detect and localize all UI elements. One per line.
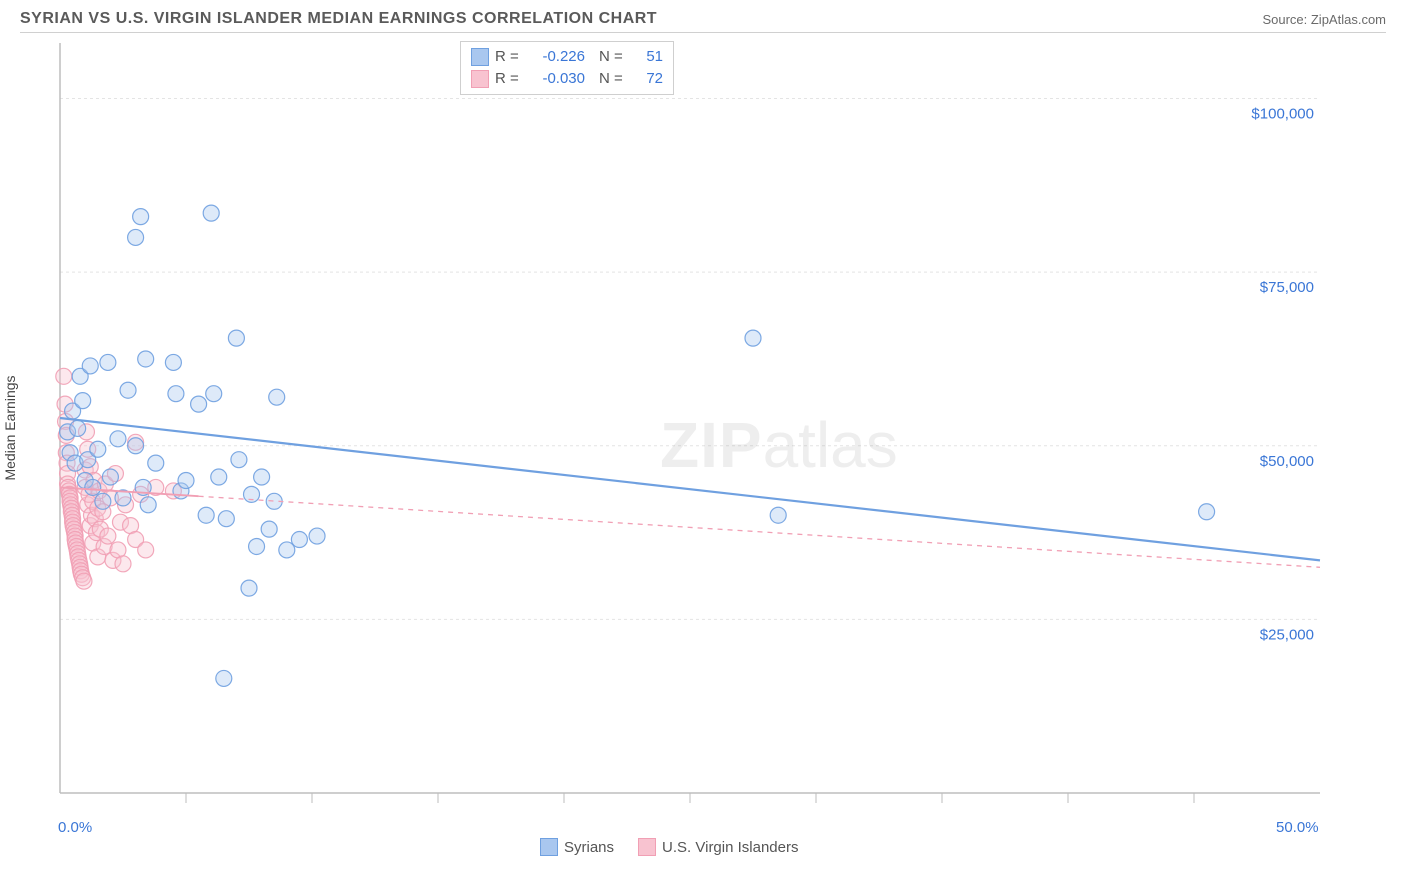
chart-header: SYRIAN VS U.S. VIRGIN ISLANDER MEDIAN EA… — [0, 0, 1406, 32]
legend-n-value: 51 — [637, 46, 663, 68]
legend-r-label: R = — [495, 68, 523, 90]
legend-item: U.S. Virgin Islanders — [638, 838, 798, 856]
legend-swatch — [638, 838, 656, 856]
legend-n-value: 72 — [637, 68, 663, 90]
legend-n-label: N = — [599, 68, 631, 90]
chart-source: Source: ZipAtlas.com — [1262, 12, 1386, 27]
svg-text:$75,000: $75,000 — [1260, 279, 1314, 296]
legend-swatch — [471, 70, 489, 88]
x-axis-start-label: 0.0% — [58, 819, 92, 836]
chart-area: Median Earnings $25,000$50,000$75,000$10… — [20, 32, 1386, 823]
legend-r-label: R = — [495, 46, 523, 68]
legend-corr-row: R = -0.226 N = 51 — [471, 46, 663, 68]
y-axis-label: Median Earnings — [2, 375, 18, 480]
legend-label: Syrians — [564, 839, 614, 856]
svg-text:$100,000: $100,000 — [1251, 106, 1314, 123]
legend-item: Syrians — [540, 838, 614, 856]
x-axis-end-label: 50.0% — [1276, 819, 1319, 836]
legend-r-value: -0.030 — [529, 68, 585, 90]
svg-text:$50,000: $50,000 — [1260, 453, 1314, 470]
svg-text:$25,000: $25,000 — [1260, 626, 1314, 643]
legend-swatch — [471, 48, 489, 66]
scatter-chart: $25,000 $50,000 $75,000 $100,000 — [20, 33, 1340, 823]
chart-title: SYRIAN VS U.S. VIRGIN ISLANDER MEDIAN EA… — [20, 10, 657, 28]
legend-n-label: N = — [599, 46, 631, 68]
legend-corr-row: R = -0.030 N = 72 — [471, 68, 663, 90]
legend-r-value: -0.226 — [529, 46, 585, 68]
legend-series: Syrians U.S. Virgin Islanders — [540, 838, 798, 856]
legend-label: U.S. Virgin Islanders — [662, 839, 798, 856]
legend-correlation: R = -0.226 N = 51 R = -0.030 N = 72 — [460, 41, 674, 95]
legend-swatch — [540, 838, 558, 856]
